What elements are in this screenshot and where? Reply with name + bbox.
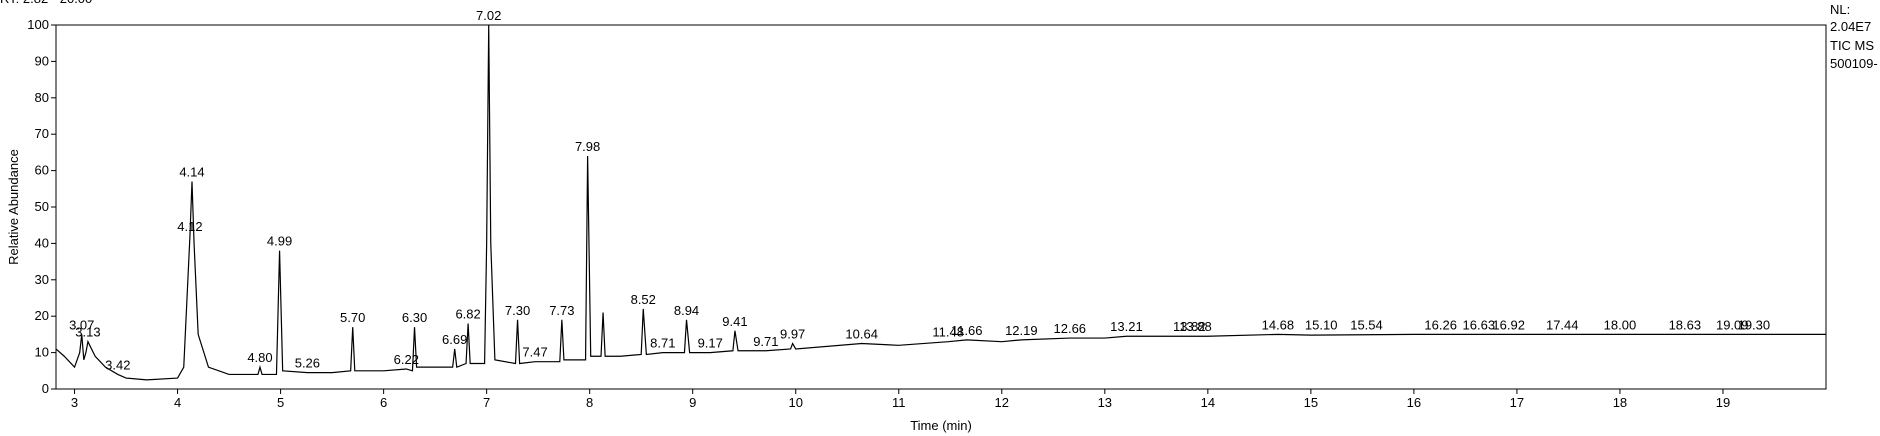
peak-label: 15.54 <box>1350 317 1383 332</box>
x-tick-label: 5 <box>277 395 284 410</box>
peak-label: 18.63 <box>1669 317 1702 332</box>
peak-label: 9.97 <box>780 327 805 342</box>
peak-label: 9.71 <box>753 334 778 349</box>
peak-label: 6.69 <box>442 332 467 347</box>
peak-label: 16.63 <box>1463 317 1496 332</box>
peak-label: 13.88 <box>1179 319 1212 334</box>
peak-label: 8.71 <box>650 336 675 351</box>
x-tick-label: 10 <box>788 395 802 410</box>
y-tick-label: 40 <box>35 235 49 250</box>
peak-label: 18.00 <box>1604 317 1637 332</box>
y-axis-label: Relative Abundance <box>6 149 21 265</box>
x-tick-label: 16 <box>1407 395 1421 410</box>
x-tick-label: 12 <box>995 395 1009 410</box>
peak-label: 3.42 <box>105 357 130 372</box>
peak-label: 4.80 <box>247 350 272 365</box>
peak-label: 3.13 <box>75 325 100 340</box>
x-axis-label: Time (min) <box>910 418 972 433</box>
peak-label: 6.22 <box>394 352 419 367</box>
peak-label: 12.66 <box>1054 321 1087 336</box>
trace <box>55 24 1826 381</box>
y-tick-label: 20 <box>35 308 49 323</box>
peak-label: 7.30 <box>505 303 530 318</box>
peak-label: 8.94 <box>674 303 699 318</box>
peak-label: 6.30 <box>402 310 427 325</box>
y-tick-label: 90 <box>35 53 49 68</box>
peak-label: 13.21 <box>1110 319 1143 334</box>
y-tick-label: 10 <box>35 345 49 360</box>
x-tick-label: 4 <box>174 395 181 410</box>
y-tick-label: 30 <box>35 272 49 287</box>
x-tick-label: 17 <box>1510 395 1524 410</box>
peak-label: 19.09 <box>1716 317 1749 332</box>
x-tick-label: 18 <box>1613 395 1627 410</box>
side-info: NL: <box>1830 2 1850 17</box>
peak-label: 12.19 <box>1005 323 1038 338</box>
y-tick-label: 0 <box>42 381 49 396</box>
x-tick-label: 6 <box>380 395 387 410</box>
peak-label: 16.26 <box>1424 317 1457 332</box>
y-tick-label: 60 <box>35 163 49 178</box>
y-tick-label: 80 <box>35 90 49 105</box>
peak-label: 6.82 <box>455 306 480 321</box>
peak-label: 4.12 <box>177 219 202 234</box>
x-tick-label: 3 <box>71 395 78 410</box>
x-tick-label: 8 <box>586 395 593 410</box>
peak-label: 7.02 <box>476 8 501 23</box>
peak-label: 7.47 <box>522 345 547 360</box>
rt-range: RT: 2.82 - 20.00 <box>0 0 92 6</box>
peak-label: 4.99 <box>267 234 292 249</box>
peak-label: 8.52 <box>631 292 656 307</box>
peak-label: 15.10 <box>1305 317 1338 332</box>
side-info: 500109- <box>1830 56 1878 71</box>
x-tick-label: 14 <box>1201 395 1215 410</box>
peak-label: 17.44 <box>1546 317 1579 332</box>
peak-label: 7.98 <box>575 139 600 154</box>
y-tick-label: 100 <box>27 17 49 32</box>
peak-label: 14.68 <box>1262 317 1295 332</box>
peak-label: 3.07 <box>69 317 94 332</box>
peak-label: 7.73 <box>549 303 574 318</box>
side-info: 2.04E7 <box>1830 19 1871 34</box>
x-tick-label: 7 <box>483 395 490 410</box>
peak-label: 4.14 <box>179 165 204 180</box>
peak-label: 10.64 <box>845 327 878 342</box>
peak-label: 9.17 <box>698 336 723 351</box>
peak-label: 9.41 <box>722 314 747 329</box>
peak-label: 5.26 <box>295 356 320 371</box>
side-info: TIC MS <box>1830 38 1874 53</box>
x-tick-label: 19 <box>1716 395 1730 410</box>
peak-label: 5.70 <box>340 310 365 325</box>
peak-label: 16.92 <box>1492 317 1525 332</box>
peak-label: 11.48 <box>932 325 964 340</box>
peak-label: 11.66 <box>951 323 983 338</box>
x-tick-label: 11 <box>892 395 906 410</box>
peak-label: 19.30 <box>1738 317 1771 332</box>
peak-label: 13.82 <box>1173 319 1206 334</box>
x-tick-label: 13 <box>1098 395 1112 410</box>
x-tick-label: 9 <box>689 395 696 410</box>
x-tick-label: 15 <box>1304 395 1318 410</box>
y-tick-label: 50 <box>35 199 49 214</box>
y-tick-label: 70 <box>35 126 49 141</box>
